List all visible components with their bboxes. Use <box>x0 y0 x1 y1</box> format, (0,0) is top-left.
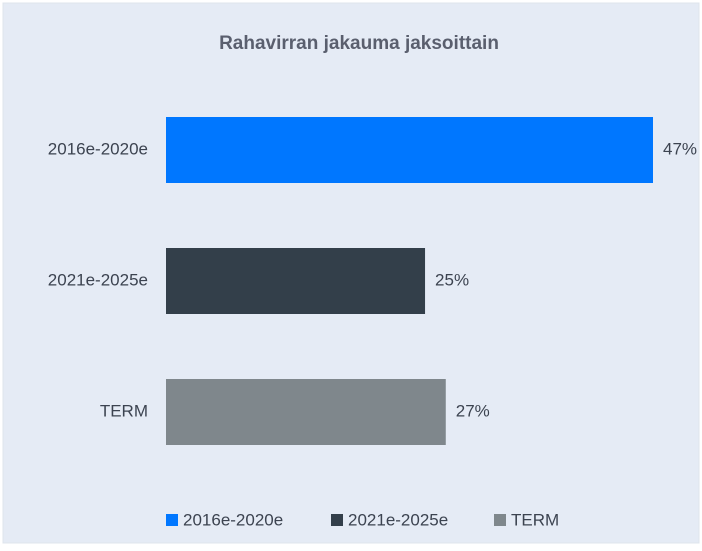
bar <box>166 117 653 183</box>
chart-title: Rahavirran jakauma jaksoittain <box>219 33 499 54</box>
value-label: 47% <box>663 139 697 158</box>
y-tick-label: TERM <box>100 401 148 420</box>
bar <box>166 379 446 445</box>
bar <box>166 248 426 314</box>
legend-swatch <box>494 514 506 526</box>
value-label: 27% <box>456 401 490 420</box>
legend-label: TERM <box>511 510 559 529</box>
legend-label: 2016e-2020e <box>183 510 283 529</box>
value-label: 25% <box>435 270 469 289</box>
y-tick-label: 2021e-2025e <box>48 270 148 289</box>
legend-swatch <box>166 514 178 526</box>
legend-label: 2021e-2025e <box>348 510 448 529</box>
legend-swatch <box>331 514 343 526</box>
y-tick-label: 2016e-2020e <box>48 139 148 158</box>
